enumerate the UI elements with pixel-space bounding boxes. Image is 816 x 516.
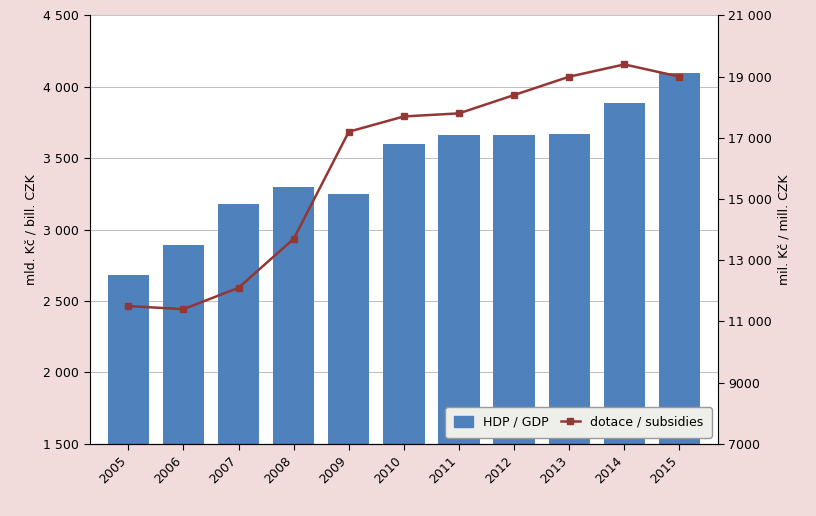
Bar (218, 204, 259, 516)
Bar (438, 135, 480, 516)
Bar (604, 103, 645, 516)
Bar (328, 194, 370, 516)
Bar (548, 134, 590, 516)
Bar (659, 73, 700, 516)
Legend: HDP / GDP, dotace / subsidies: HDP / GDP, dotace / subsidies (446, 407, 712, 438)
Bar (108, 276, 149, 516)
Y-axis label: mil. Kč / mill. CZK: mil. Kč / mill. CZK (778, 174, 791, 285)
Bar (384, 144, 424, 516)
Bar (273, 187, 314, 516)
Y-axis label: mld. Kč / bill. CZK: mld. Kč / bill. CZK (25, 174, 38, 285)
Bar (494, 135, 534, 516)
Bar (162, 245, 204, 516)
